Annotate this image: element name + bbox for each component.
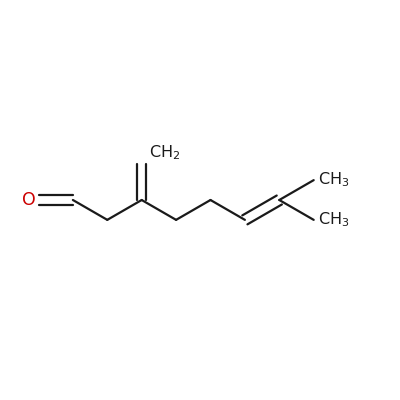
Text: CH$_2$: CH$_2$ [149, 144, 180, 162]
Text: CH$_3$: CH$_3$ [318, 171, 350, 190]
Text: O: O [22, 191, 36, 209]
Text: CH$_3$: CH$_3$ [318, 210, 350, 229]
